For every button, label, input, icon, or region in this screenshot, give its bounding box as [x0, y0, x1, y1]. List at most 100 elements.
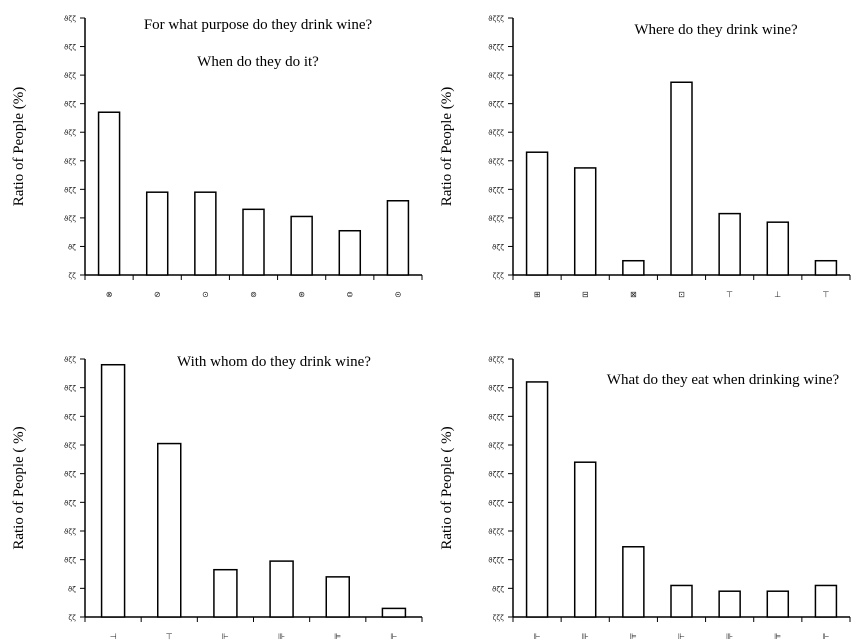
x-tick-label: ⊪	[278, 632, 285, 641]
y-tick-label: ϑζ	[68, 585, 76, 593]
bar	[622, 259, 645, 276]
y-tick-label: ϑζζζ	[488, 72, 504, 80]
chart-svg: ζζ ϑζ ϑζζ ϑζζ ϑζζ ϑζζ ϑζζ ϑζζ ϑζζ ϑζζ ⊣ ⊤ ⊩ ⊪ ⊫ ⊩ Ratio …	[11, 354, 423, 641]
y-tick-label: ϑζζζ	[488, 413, 504, 421]
chart-food: ζζζ ϑζζ ϑζζζ ϑζζζ ϑζζζ ϑζζζ ϑζζζ ϑζζζ ϑζζζ ϑζζζ ⊩ ⊪…	[428, 321, 856, 642]
x-tick-label: ⊫	[630, 632, 637, 641]
chart-svg: ζζ ϑζ ϑζζ ϑζζ ϑζζ ϑζζ ϑζζ ϑζζ ϑζζ ϑζζ ⊗ ⊘ ⊙ ⊚ ⊛ ⊜ ⊝ Ratio…	[11, 15, 423, 299]
x-tick-label: ⊞	[534, 290, 541, 299]
y-axis-label: Ratio of People (%)	[11, 87, 27, 207]
y-tick-label: ϑζ	[68, 243, 76, 251]
x-tick-label: ⊠	[630, 290, 637, 299]
bar	[718, 212, 741, 276]
bar	[670, 584, 693, 618]
x-tick-label: ⊤	[166, 632, 173, 641]
x-tick-label: ⊥	[774, 290, 781, 299]
y-tick-label: ϑζζζ	[488, 158, 504, 166]
x-tick-label: ⊚	[250, 290, 257, 299]
x-tick-label: ⊜	[346, 290, 353, 299]
y-tick-label: ϑζζ	[64, 129, 76, 137]
chart-svg: ζζζ ϑζζ ϑζζζ ϑζζζ ϑζζζ ϑζζζ ϑζζζ ϑζζζ ϑζζζ ϑζζζ ⊩ ⊪…	[439, 356, 851, 641]
chart-title: Where do they drink wine?	[634, 22, 798, 38]
bar	[814, 584, 838, 618]
x-tick-label: ⊤	[726, 290, 733, 299]
bar	[157, 442, 182, 618]
y-tick-label: ϑζζ	[492, 243, 504, 251]
y-tick-label: ϑζζζ	[488, 44, 504, 52]
y-tick-label: ζζζ	[493, 614, 505, 622]
x-tick-label: ⊩	[222, 632, 229, 641]
y-tick-label: ϑζζ	[64, 186, 76, 194]
chart-company: ζζ ϑζ ϑζζ ϑζζ ϑζζ ϑζζ ϑζζ ϑζζ ϑζζ ϑζζ ⊣ ⊤ ⊩ ⊪ ⊫ ⊩ Ratio …	[0, 321, 428, 642]
bar	[325, 576, 350, 618]
bar	[381, 607, 407, 618]
chart-title: What do they eat when drinking wine?	[607, 372, 840, 388]
bar	[525, 381, 549, 618]
bar	[269, 560, 294, 618]
bar	[194, 191, 217, 276]
bar	[814, 259, 838, 276]
bar	[100, 363, 126, 618]
y-tick-label: ϑζζζ	[488, 356, 504, 364]
y-tick-label: ζζ	[68, 614, 76, 622]
y-tick-label: ϑζζ	[492, 585, 504, 593]
y-tick-label: ϑζζ	[64, 528, 76, 536]
y-tick-label: ϑζζ	[64, 72, 76, 80]
bar	[766, 590, 790, 618]
y-tick-label: ϑζζζ	[488, 471, 504, 479]
y-axis-label: Ratio of People (%)	[439, 87, 455, 207]
x-tick-label: ⊩	[678, 632, 685, 641]
x-tick-label: ⊙	[202, 290, 209, 299]
bar	[290, 215, 313, 276]
x-tick-label: ⊩	[390, 632, 397, 641]
y-tick-label: ϑζζ	[64, 385, 76, 393]
bar	[386, 200, 410, 276]
x-tick-label: ⊫	[774, 632, 781, 641]
y-tick-label: ϑζζ	[64, 413, 76, 421]
y-tick-label: ϑζζζ	[488, 215, 504, 223]
x-tick-label: ⊘	[154, 290, 161, 299]
bar	[573, 167, 597, 276]
bar	[145, 191, 169, 276]
chart-purpose-timing: ζζ ϑζ ϑζζ ϑζζ ϑζζ ϑζζ ϑζζ ϑζζ ϑζζ ϑζζ ⊗ ⊘ ⊙ ⊚ ⊛ ⊜ ⊝ Ratio…	[0, 0, 428, 321]
bar	[573, 461, 597, 618]
y-tick-label: ϑζζ	[64, 557, 76, 565]
y-tick-label: ϑζζ	[64, 101, 76, 109]
bar	[766, 221, 790, 276]
x-tick-label: ⊡	[678, 290, 685, 299]
y-tick-label: ϑζζζ	[488, 557, 504, 565]
y-tick-label: ϑζζ	[64, 158, 76, 166]
chart-title: With whom do they drink wine?	[177, 354, 371, 370]
y-tick-label: ζζζ	[493, 272, 505, 280]
y-tick-label: ζζ	[68, 272, 76, 280]
x-tick-label: ⊛	[298, 290, 305, 299]
y-tick-label: ϑζζ	[64, 499, 76, 507]
chart-svg: ζζζ ϑζζ ϑζζζ ϑζζζ ϑζζζ ϑζζζ ϑζζζ ϑζζζ ϑζζζ ϑζζζ ⊞ ⊟…	[439, 15, 851, 299]
y-axis-label: Ratio of People ( %)	[439, 426, 455, 549]
y-tick-label: ϑζζζ	[488, 186, 504, 194]
chart-place: ζζζ ϑζζ ϑζζζ ϑζζζ ϑζζζ ϑζζζ ϑζζζ ϑζζζ ϑζζζ ϑζζζ ⊞ ⊟…	[428, 0, 856, 321]
y-tick-label: ϑζζ	[64, 215, 76, 223]
y-tick-label: ϑζζζ	[488, 129, 504, 137]
y-tick-label: ϑζζζ	[488, 15, 504, 23]
y-tick-label: ϑζζζ	[488, 101, 504, 109]
bar	[213, 568, 238, 618]
x-tick-label: ⊝	[395, 290, 402, 299]
bar	[338, 229, 362, 276]
x-tick-label: ⊟	[582, 290, 589, 299]
bar	[622, 546, 645, 618]
y-tick-label: ϑζζ	[64, 44, 76, 52]
y-tick-label: ϑζζ	[64, 471, 76, 479]
y-tick-label: ϑζζ	[64, 15, 76, 23]
y-tick-label: ϑζζ	[64, 442, 76, 450]
y-tick-label: ϑζζζ	[488, 442, 504, 450]
chart-subtitle: When do they do it?	[197, 54, 319, 70]
bar	[525, 151, 549, 276]
chart-title: For what purpose do they drink wine?	[144, 17, 373, 33]
x-tick-label: ⊣	[110, 632, 117, 641]
x-tick-label: ⊫	[334, 632, 341, 641]
y-tick-label: ϑζζ	[64, 356, 76, 364]
x-tick-label: ⊗	[106, 290, 113, 299]
x-tick-label: ⊩	[534, 632, 541, 641]
bar	[718, 590, 741, 618]
